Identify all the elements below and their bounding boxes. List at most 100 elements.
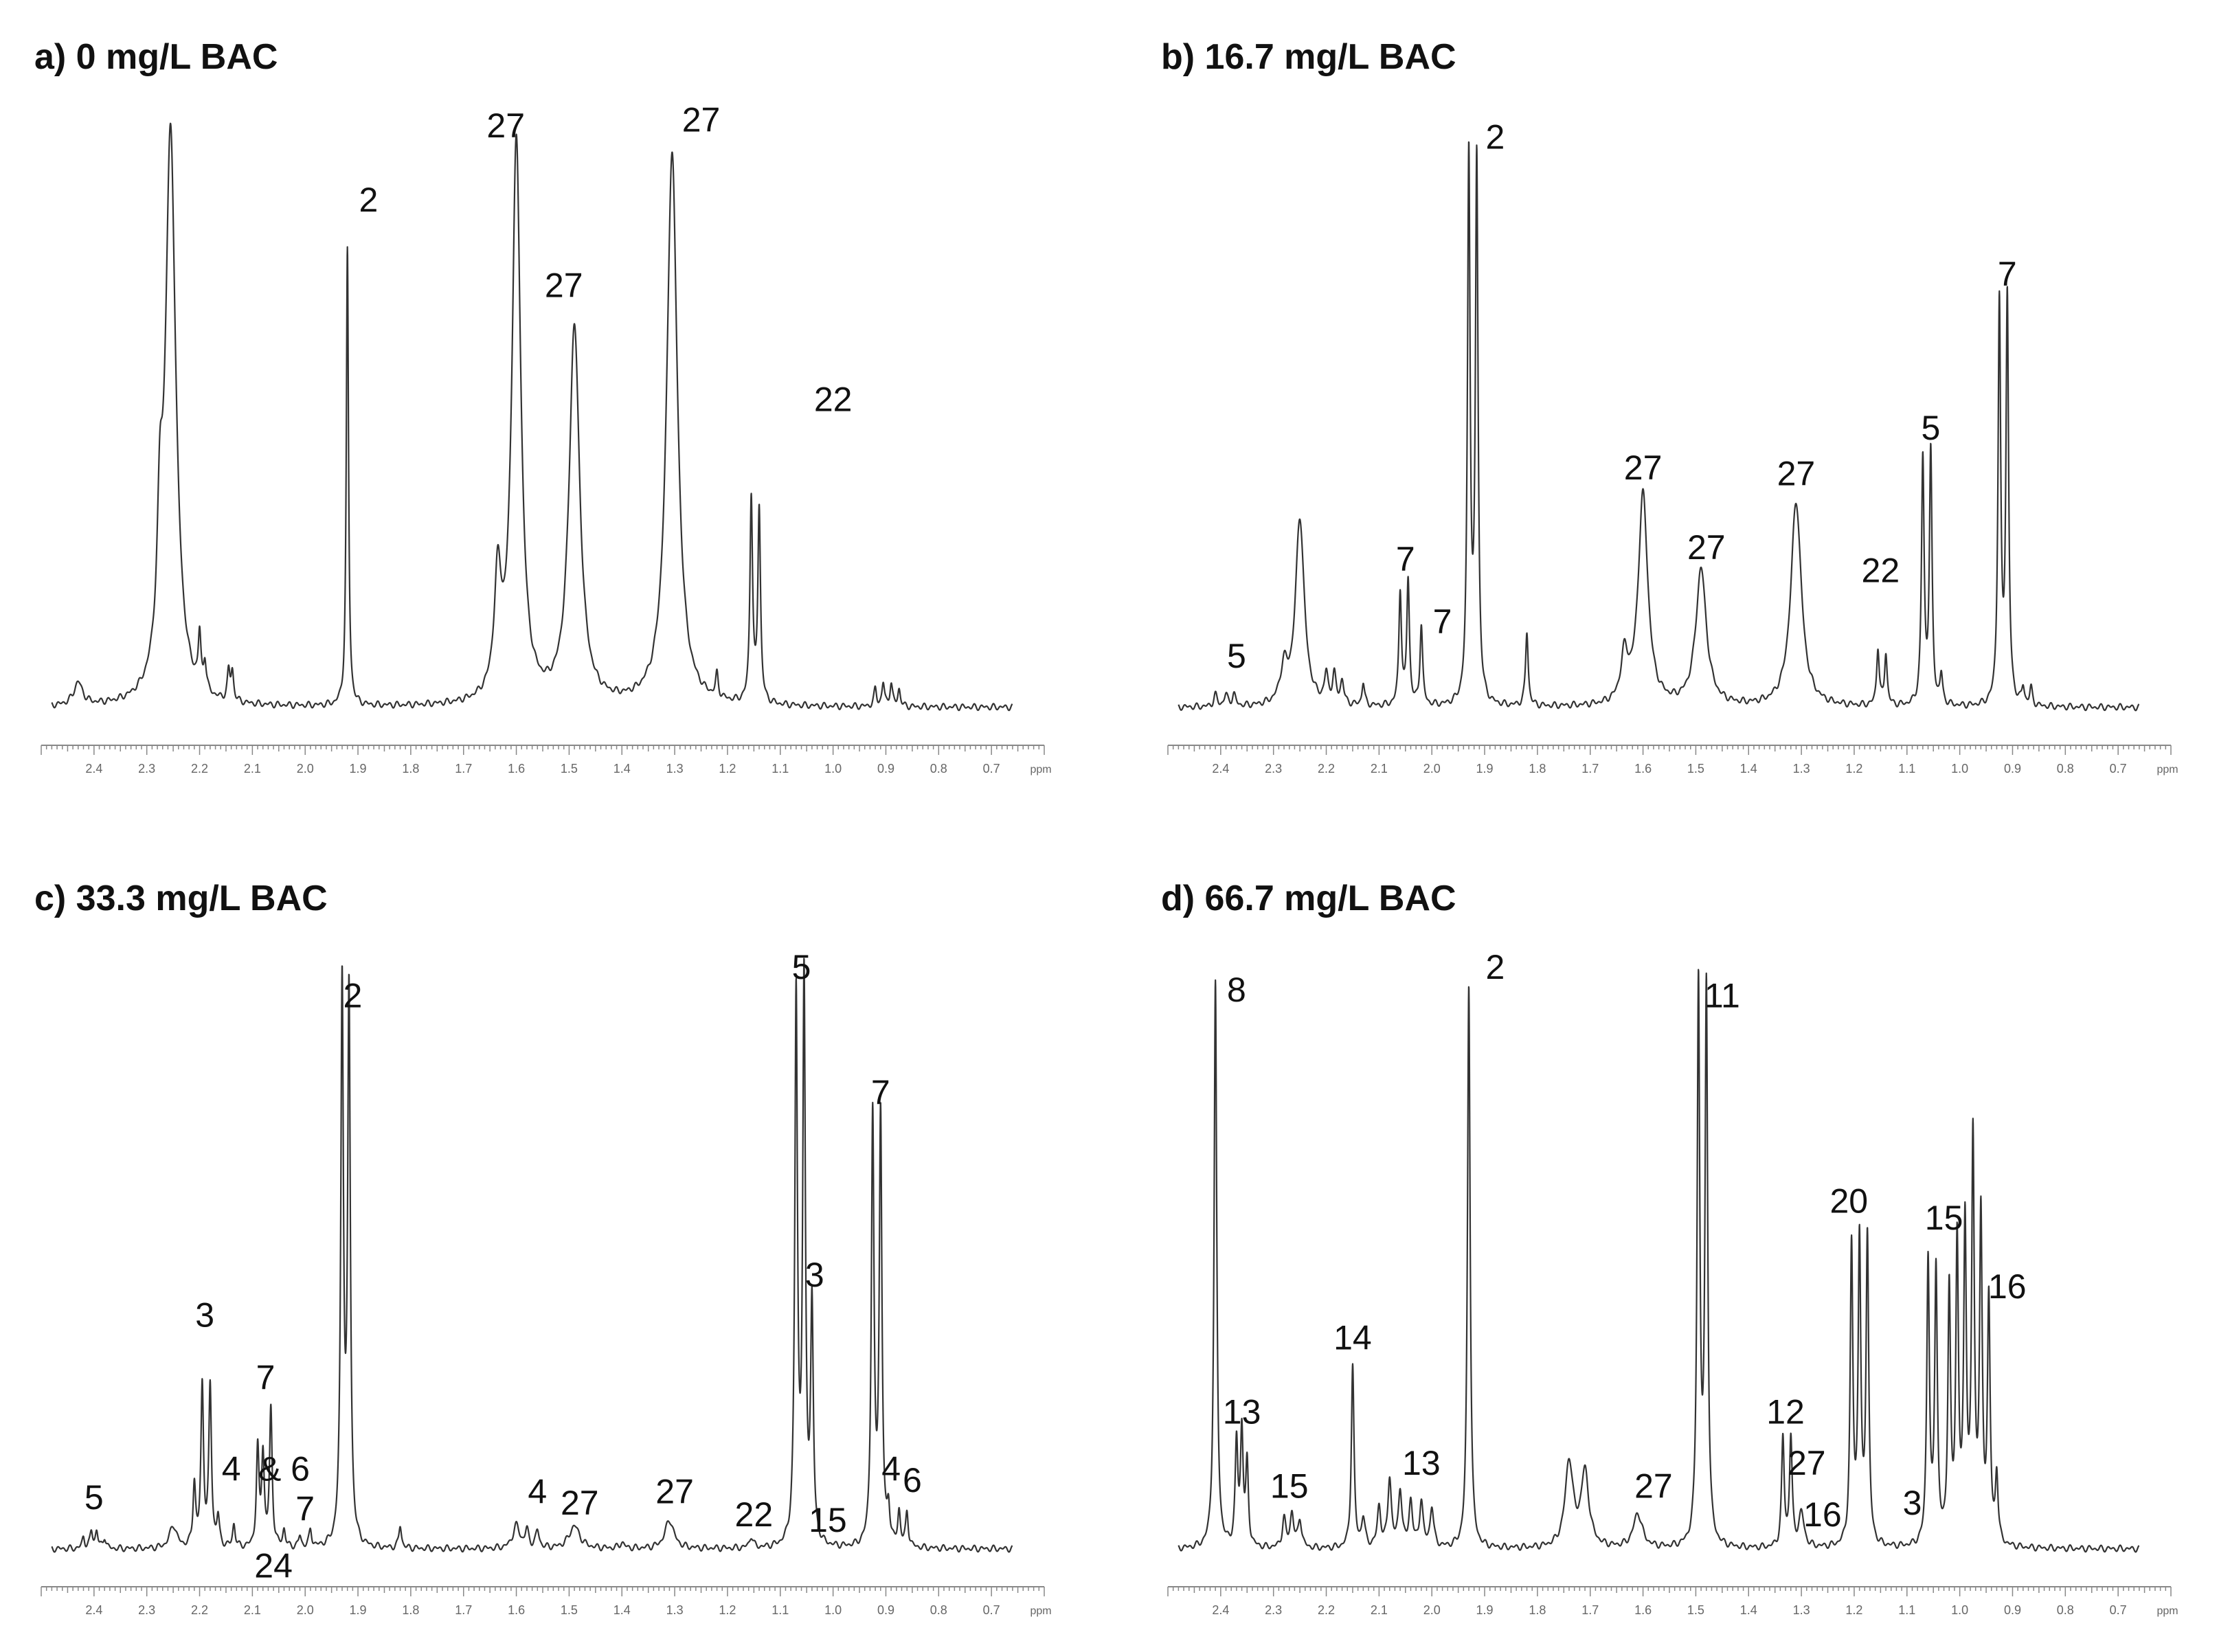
x-tick-label: 0.7 <box>983 1603 1000 1617</box>
x-tick-label: 2.0 <box>1423 1603 1441 1617</box>
panel-b: b) 16.7 mg/L BAC 2.4 2.3 2.2 2.1 2.0 1.9 1.8 1.7… <box>1140 14 2205 797</box>
x-tick-label: 1.6 <box>1634 762 1652 776</box>
x-tick-label: 2.3 <box>1265 762 1282 776</box>
x-tick-label: 1.0 <box>824 1603 842 1617</box>
x-tick-label: 0.7 <box>2110 1603 2127 1617</box>
peak-label: 4 <box>881 1449 901 1488</box>
x-tick-label: 1.9 <box>350 1603 367 1617</box>
x-tick-label: 0.9 <box>2004 762 2021 776</box>
x-tick-label: 0.9 <box>2004 1603 2021 1617</box>
x-tick-label: 2.1 <box>1371 762 1388 776</box>
peak-label: 27 <box>655 1473 694 1511</box>
x-tick-label: 0.9 <box>877 762 894 776</box>
x-tick-label: 1.7 <box>1581 762 1599 776</box>
x-tick-label: 1.3 <box>1793 1603 1810 1617</box>
peak-label: 27 <box>1624 449 1663 487</box>
peak-label: 27 <box>1634 1467 1673 1505</box>
peak-label: 2 <box>343 977 362 1015</box>
panel-c: c) 33.3 mg/L BAC 2.4 2.3 2.2 2.1 2.0 1.9 1.8 1.7… <box>14 855 1079 1638</box>
spectrum-a: a) 0 mg/L BAC 2.4 2.3 2.2 2.1 2.0 1.9 1.8 1.7 1.6… <box>34 37 1052 776</box>
x-tick-label: 1.7 <box>1581 1603 1599 1617</box>
x-tick-label: 1.9 <box>350 762 367 776</box>
x-tick-label: 1.2 <box>719 1603 736 1617</box>
peak-label: 27 <box>1788 1444 1826 1482</box>
x-tick-label: 1.5 <box>561 762 578 776</box>
peak-label: 3 <box>1903 1484 1922 1522</box>
peak-label: 22 <box>735 1495 774 1534</box>
x-tick-label: 1.3 <box>666 762 684 776</box>
x-tick-label: 0.7 <box>983 762 1000 776</box>
x-tick-label: 1.9 <box>1476 1603 1494 1617</box>
x-tick-label: 1.1 <box>772 1603 789 1617</box>
x-tick-label: 2.0 <box>297 1603 314 1617</box>
x-tick-label: 2.2 <box>191 762 208 776</box>
x-tick-label: 0.9 <box>877 1603 894 1617</box>
x-tick-label: 1.7 <box>455 762 472 776</box>
panel-d: d) 66.7 mg/L BAC 2.4 2.3 2.2 2.1 2.0 1.9 1.8 1.7… <box>1140 855 2205 1638</box>
x-tick-label: 2.4 <box>1212 762 1229 776</box>
x-tick-label: 2.3 <box>138 1603 155 1617</box>
x-tick-label: 1.0 <box>1951 762 1968 776</box>
peak-label: 27 <box>561 1484 599 1522</box>
peak-label: 11 <box>1704 977 1740 1015</box>
panel-title: c) 33.3 mg/L BAC <box>34 879 328 918</box>
peak-label: 3 <box>195 1295 214 1334</box>
peak-label: 7 <box>1396 540 1415 578</box>
peak-label: 16 <box>1803 1495 1842 1534</box>
peak-label: 20 <box>1829 1181 1868 1220</box>
x-tick-label: 2.2 <box>1318 1603 1335 1617</box>
peak-label: 15 <box>1270 1467 1309 1505</box>
x-tick-label: 2.2 <box>1318 762 1335 776</box>
panel-title: d) 66.7 mg/L BAC <box>1161 879 1456 918</box>
x-tick-label: 0.8 <box>930 762 947 776</box>
x-tick-label: 2.0 <box>297 762 314 776</box>
x-tick-label: 1.9 <box>1476 762 1494 776</box>
peak-label: 2 <box>1486 948 1505 986</box>
peak-label: 22 <box>1862 551 1900 589</box>
peak-label: 27 <box>1687 528 1726 567</box>
peak-label: 22 <box>814 380 853 418</box>
x-tick-label: 1.1 <box>1898 1603 1915 1617</box>
peak-label: 16 <box>1988 1267 2027 1306</box>
peak-label: 13 <box>1402 1444 1441 1482</box>
spectrum-b: b) 16.7 mg/L BAC 2.4 2.3 2.2 2.1 2.0 1.9 1.8 1.7… <box>1161 37 2178 776</box>
x-tick-label: 2.4 <box>85 1603 102 1617</box>
x-axis-unit: ppm <box>1030 1605 1051 1617</box>
peak-label: 27 <box>1777 454 1816 493</box>
x-tick-label: 1.6 <box>1634 1603 1652 1617</box>
x-axis-unit: ppm <box>2156 764 2178 776</box>
peak-label: 3 <box>805 1256 824 1294</box>
x-tick-label: 2.4 <box>1212 1603 1229 1617</box>
panel-title: a) 0 mg/L BAC <box>34 37 278 77</box>
peak-label: 12 <box>1766 1392 1805 1431</box>
peak-label: 14 <box>1333 1319 1372 1357</box>
x-tick-label: 1.8 <box>402 1603 419 1617</box>
x-tick-label: 2.0 <box>1423 762 1441 776</box>
spectrum-trace <box>1178 141 2140 712</box>
peak-label: 24 <box>254 1547 293 1585</box>
peak-label: 4 <box>528 1473 547 1511</box>
peak-label: 15 <box>1925 1199 1963 1237</box>
peak-label: 5 <box>1921 409 1940 447</box>
x-tick-label: 1.3 <box>666 1603 684 1617</box>
peak-label: 7 <box>295 1490 315 1528</box>
peak-label: 2 <box>1486 118 1505 157</box>
x-tick-label: 2.3 <box>138 762 155 776</box>
peak-label: 6 <box>903 1461 922 1500</box>
peak-label: 7 <box>1433 602 1452 641</box>
x-tick-label: 1.4 <box>1740 1603 1757 1617</box>
x-tick-label: 1.5 <box>561 1603 578 1617</box>
peak-label: 27 <box>486 106 525 145</box>
x-tick-label: 1.3 <box>1793 762 1810 776</box>
x-tick-label: 1.6 <box>508 1603 525 1617</box>
spectrum-trace <box>51 958 1013 1553</box>
x-tick-label: 1.1 <box>772 762 789 776</box>
x-tick-label: 1.2 <box>1845 1603 1862 1617</box>
x-tick-label: 2.4 <box>85 762 102 776</box>
x-tick-label: 2.2 <box>191 1603 208 1617</box>
peak-label: 5 <box>85 1478 104 1517</box>
panel-a: a) 0 mg/L BAC 2.4 2.3 2.2 2.1 2.0 1.9 1.8 1.7 1.6… <box>14 14 1079 797</box>
x-tick-label: 0.8 <box>930 1603 947 1617</box>
peak-label: 2 <box>359 181 379 219</box>
peak-label: 5 <box>1227 637 1246 675</box>
